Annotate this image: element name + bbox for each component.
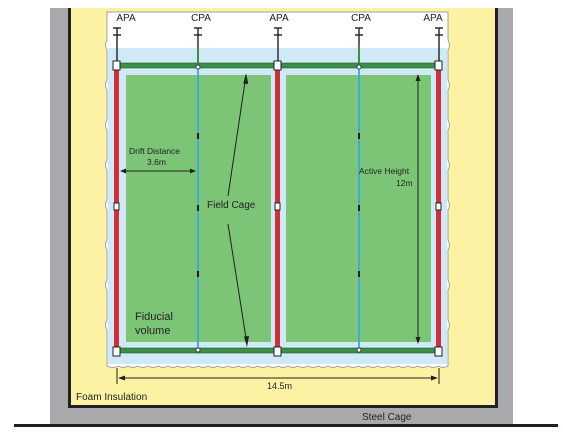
active-height-arrow — [415, 74, 421, 344]
apa-label-right: APA — [423, 13, 443, 24]
cpa-marker — [358, 205, 360, 211]
apa-corner-box — [273, 346, 282, 357]
cpa-hangers — [194, 27, 363, 63]
cpa-label-right: CPA — [351, 13, 371, 24]
cpa-marker — [197, 205, 199, 211]
width-arrow — [116, 368, 440, 384]
apa-corner-box — [112, 60, 121, 71]
fiducial-label-line2: volume — [135, 325, 170, 337]
active-height-label: Active Height — [359, 166, 410, 176]
cpa-label-left: CPA — [191, 13, 211, 24]
field-cage-arrows — [227, 73, 249, 347]
apa-corner-box — [112, 346, 121, 357]
apa-corner-box — [434, 346, 443, 357]
apa-corner-box — [434, 60, 443, 71]
active-height-value: 12m — [396, 178, 413, 188]
apa-label-center: APA — [269, 13, 289, 24]
width-value: 14.5m — [267, 381, 292, 391]
fiducial-label-line1: Fiducial — [135, 311, 173, 323]
floor-line — [14, 424, 558, 427]
cpa-marker — [197, 271, 199, 277]
apa-corner-boxes — [112, 60, 443, 357]
apa-label-left: APA — [116, 13, 136, 24]
cpa-end-circle — [356, 347, 362, 353]
field-cage-label: Field Cage — [207, 200, 256, 211]
cpa-end-circles — [195, 64, 362, 353]
apa-mid-box — [435, 202, 442, 211]
cpa-marker — [358, 271, 360, 277]
drift-distance-value: 3.6m — [147, 157, 166, 167]
cpa-end-circle — [356, 64, 362, 70]
drift-distance-label: Drift Distance — [129, 146, 180, 156]
apa-mid-box — [274, 202, 281, 211]
apa-hangers — [113, 27, 443, 61]
drift-distance-arrow — [120, 168, 196, 174]
cpa-marker — [358, 133, 360, 139]
steel-cage-label: Steel Cage — [362, 412, 412, 423]
cpa-end-circle — [195, 347, 201, 353]
cpa-planes — [197, 66, 360, 350]
apa-mid-box — [113, 202, 120, 211]
cpa-end-circle — [195, 64, 201, 70]
foam-insulation-label: Foam Insulation — [76, 392, 147, 403]
apa-corner-box — [273, 60, 282, 71]
cpa-marker — [197, 133, 199, 139]
